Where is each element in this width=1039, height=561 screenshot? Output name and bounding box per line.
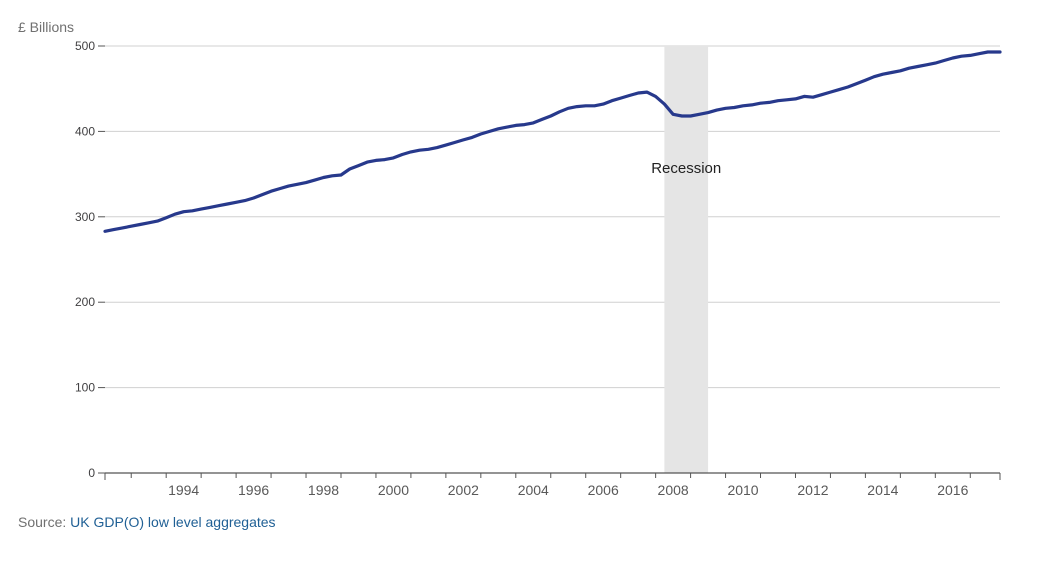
y-axis: 0 100 200 300 400 500	[75, 39, 105, 480]
gridlines	[105, 45, 1000, 389]
source-prefix: Source:	[18, 514, 71, 530]
source-link[interactable]: UK GDP(O) low level aggregates	[70, 514, 276, 530]
x-tick-label-1996: 1996	[238, 482, 269, 498]
y-tick-label-100: 100	[75, 381, 95, 395]
y-tick-label-0: 0	[88, 466, 95, 480]
x-tick-label-2002: 2002	[448, 482, 479, 498]
y-tick-label-300: 300	[75, 210, 95, 224]
x-tick-label-2006: 2006	[588, 482, 619, 498]
x-tick-label-2016: 2016	[937, 482, 968, 498]
y-axis-unit-label: £ Billions	[18, 19, 74, 35]
x-tick-label-2012: 2012	[797, 482, 828, 498]
series-line-0	[103, 50, 1002, 233]
y-tick-label-200: 200	[75, 295, 95, 309]
y-tick-label-400: 400	[75, 124, 95, 138]
x-axis: 1994 1996 1998 2000 2002 2004 2006 2008 2010 2012…	[104, 472, 1001, 498]
x-tick-label-2008: 2008	[658, 482, 689, 498]
series-group	[103, 50, 1002, 233]
y-tick-label-500: 500	[75, 39, 95, 53]
source-note: Source: UK GDP(O) low level aggregates	[18, 514, 276, 530]
x-tick-label-2010: 2010	[727, 482, 758, 498]
x-tick-label-2014: 2014	[867, 482, 898, 498]
x-tick-label-2000: 2000	[378, 482, 409, 498]
recession-label: Recession	[651, 160, 721, 177]
x-tick-label-1998: 1998	[308, 482, 339, 498]
x-tick-label-1994: 1994	[168, 482, 199, 498]
x-tick-label-2004: 2004	[518, 482, 549, 498]
